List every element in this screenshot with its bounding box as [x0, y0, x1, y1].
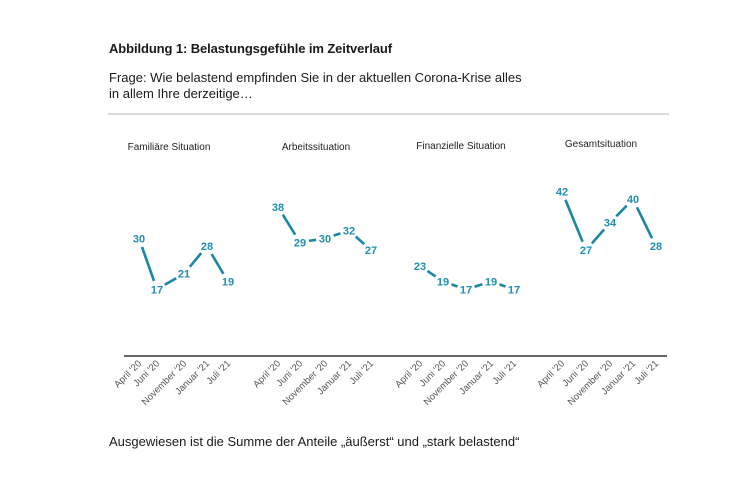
series-segment — [188, 252, 203, 268]
panel-title: Gesamtsituation — [565, 139, 637, 150]
data-label: 40 — [627, 194, 639, 206]
x-tick-label: Juli '21 — [205, 358, 233, 386]
data-label: 38 — [272, 202, 284, 214]
x-tick-label: Juli '21 — [491, 358, 519, 386]
data-label: 17 — [460, 284, 472, 296]
panel-title: Arbeitssituation — [282, 142, 350, 153]
data-label: 27 — [365, 245, 377, 257]
data-label: 42 — [556, 186, 568, 198]
panel-title: Finanzielle Situation — [416, 141, 506, 152]
series-segment — [590, 228, 606, 245]
data-label: 17 — [508, 284, 520, 296]
data-label: 30 — [133, 233, 145, 245]
data-label: 17 — [151, 284, 163, 296]
data-label: 19 — [485, 277, 497, 289]
data-label: 30 — [319, 233, 331, 245]
data-label: 21 — [178, 269, 190, 281]
data-label: 32 — [343, 226, 355, 238]
data-label: 19 — [437, 277, 449, 289]
data-label: 19 — [222, 277, 234, 289]
data-label: 34 — [604, 218, 617, 230]
series-segment — [333, 232, 341, 237]
series-segment — [564, 199, 584, 243]
panel-title: Familiäre Situation — [128, 142, 211, 153]
series-segment — [499, 283, 506, 288]
data-label: 28 — [650, 241, 662, 253]
footnote: Ausgewiesen ist die Summe der Anteile „ä… — [109, 434, 520, 449]
series-segment — [140, 246, 156, 282]
series-segment — [281, 214, 297, 236]
series-segment — [164, 277, 177, 286]
series-segment — [615, 204, 628, 218]
x-tick-label: April '20 — [535, 358, 567, 390]
figure-title: Abbildung 1: Belastungsgefühle im Zeitve… — [109, 41, 392, 56]
survey-question: Frage: Wie belastend empfinden Sie in de… — [109, 70, 522, 101]
series-segment — [210, 253, 225, 275]
series-segment — [308, 238, 317, 243]
data-label: 29 — [294, 237, 306, 249]
series-segment — [354, 235, 366, 246]
data-label: 23 — [414, 261, 426, 273]
series-segment — [474, 282, 483, 288]
series-segment — [635, 206, 654, 239]
data-label: 28 — [201, 241, 213, 253]
series-segment — [426, 269, 437, 278]
series-segment — [451, 283, 458, 288]
x-tick-label: Juli '21 — [348, 358, 376, 386]
data-label: 27 — [580, 245, 592, 257]
x-tick-label: Juli '21 — [633, 358, 661, 386]
